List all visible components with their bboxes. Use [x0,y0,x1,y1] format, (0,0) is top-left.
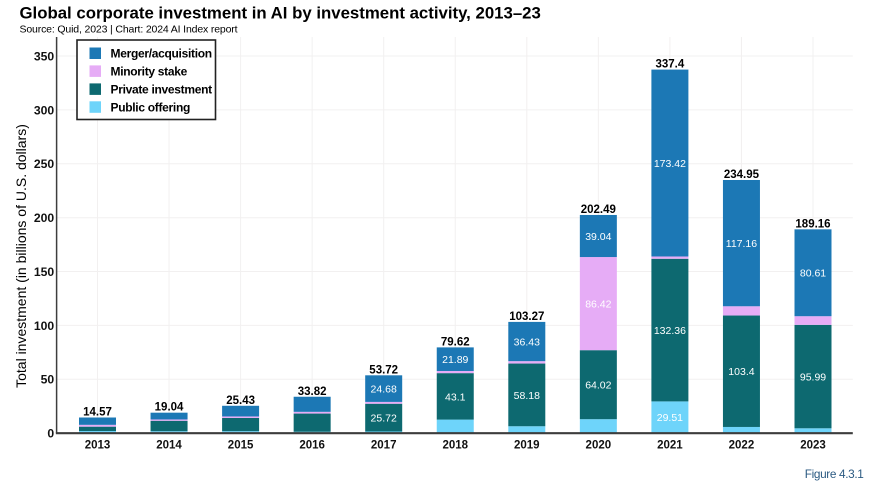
svg-text:200: 200 [34,211,55,225]
svg-text:2023: 2023 [800,440,826,452]
svg-text:234.95: 234.95 [724,169,760,181]
svg-text:2015: 2015 [228,440,254,452]
svg-text:Private investment: Private investment [111,83,213,97]
svg-text:Source: Quid, 2023 | Chart: 20: Source: Quid, 2023 | Chart: 2024 AI Inde… [20,23,238,35]
svg-text:19.04: 19.04 [155,402,184,414]
svg-text:58.18: 58.18 [514,390,540,402]
svg-text:53.72: 53.72 [369,364,398,376]
svg-text:Global corporate investment in: Global corporate investment in AI by inv… [20,4,541,23]
svg-text:250: 250 [34,157,55,171]
svg-text:100: 100 [34,319,55,333]
svg-text:2014: 2014 [156,440,182,452]
svg-text:50: 50 [41,373,55,387]
svg-text:132.36: 132.36 [654,325,686,337]
svg-text:Public offering: Public offering [111,101,191,115]
svg-text:103.4: 103.4 [728,366,754,378]
svg-text:2013: 2013 [85,440,111,452]
svg-text:80.61: 80.61 [800,268,826,280]
svg-text:0: 0 [47,427,54,441]
svg-text:43.1: 43.1 [445,391,466,403]
svg-text:Total investment (in billions: Total investment (in billions of U.S. do… [13,124,29,388]
svg-text:150: 150 [34,265,55,279]
svg-text:14.57: 14.57 [83,407,112,419]
svg-text:64.02: 64.02 [585,380,611,392]
svg-text:103.27: 103.27 [509,311,544,323]
svg-text:25.72: 25.72 [371,413,397,425]
svg-text:2020: 2020 [586,440,612,452]
svg-text:86.42: 86.42 [585,299,611,311]
svg-text:350: 350 [34,49,55,63]
svg-text:Figure 4.3.1: Figure 4.3.1 [805,467,864,481]
svg-text:2016: 2016 [299,440,325,452]
svg-text:300: 300 [34,103,55,117]
svg-text:21.89: 21.89 [442,354,468,366]
svg-text:2017: 2017 [371,440,397,452]
svg-text:2019: 2019 [514,440,540,452]
svg-text:173.42: 173.42 [654,158,686,170]
svg-text:2022: 2022 [729,440,755,452]
svg-text:2021: 2021 [657,440,683,452]
svg-text:79.62: 79.62 [441,336,470,348]
svg-text:Merger/acquisition: Merger/acquisition [111,47,212,61]
svg-text:24.68: 24.68 [371,384,397,396]
svg-text:Minority stake: Minority stake [111,65,188,79]
svg-text:39.04: 39.04 [585,231,611,243]
svg-text:29.51: 29.51 [657,412,683,424]
svg-text:189.16: 189.16 [795,218,830,230]
svg-text:337.4: 337.4 [656,59,685,71]
svg-text:2018: 2018 [442,440,468,452]
svg-text:25.43: 25.43 [226,395,255,407]
svg-text:36.43: 36.43 [514,336,540,348]
svg-text:117.16: 117.16 [726,238,757,250]
svg-text:95.99: 95.99 [800,372,826,384]
svg-text:202.49: 202.49 [581,204,616,216]
svg-text:33.82: 33.82 [298,386,327,398]
